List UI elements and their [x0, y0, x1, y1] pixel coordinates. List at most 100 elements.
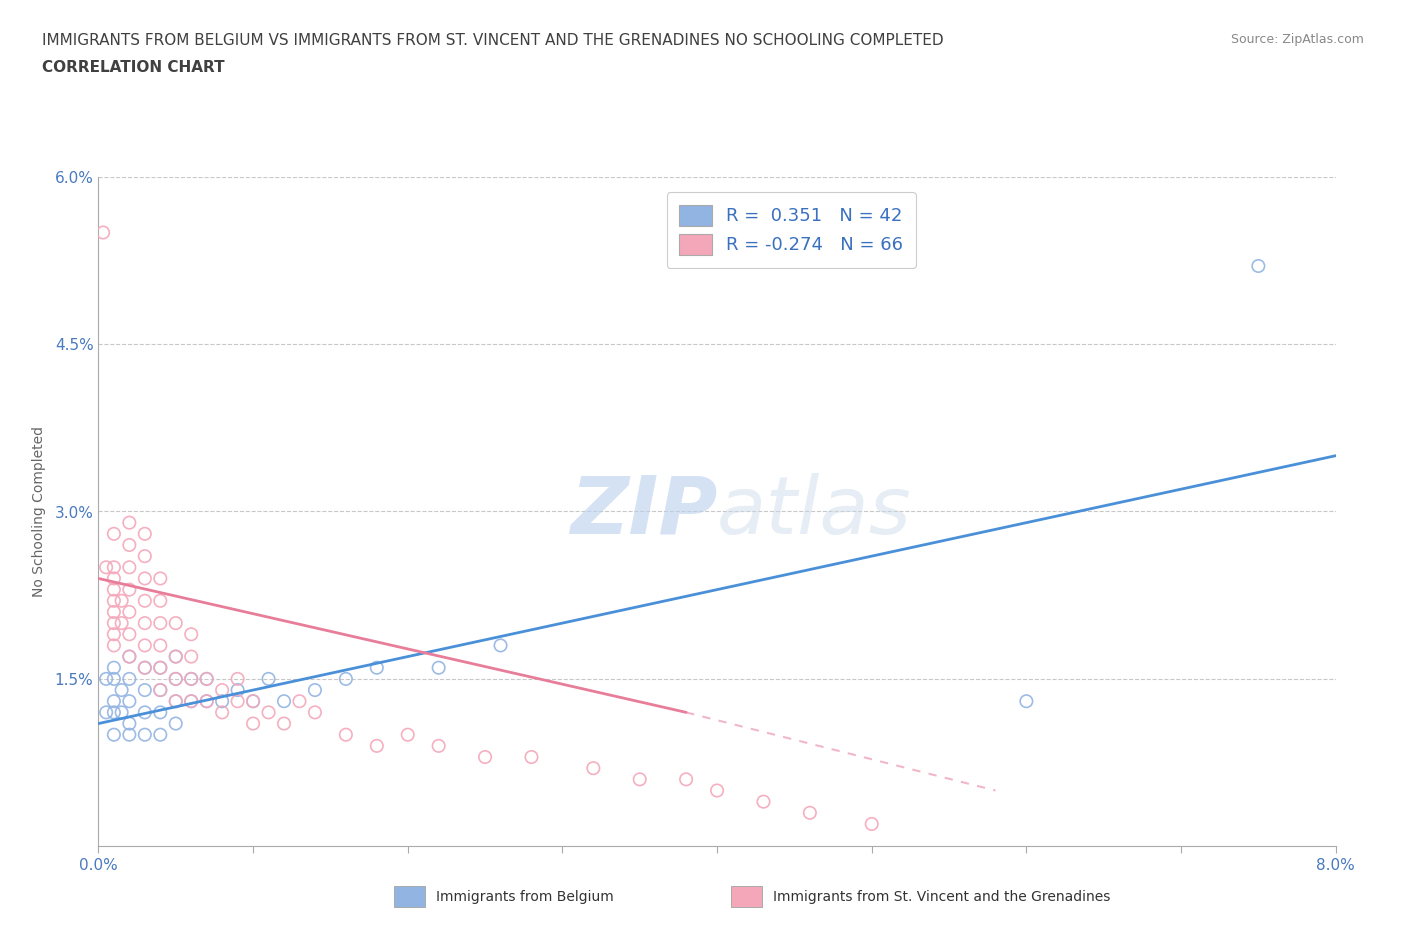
- Point: [628, 772, 651, 787]
- Point: [118, 727, 141, 742]
- Text: Immigrants from Belgium: Immigrants from Belgium: [436, 889, 613, 904]
- Point: [149, 638, 172, 653]
- Point: [396, 727, 419, 742]
- Point: [165, 649, 187, 664]
- Point: [242, 694, 264, 709]
- Point: [103, 593, 125, 608]
- Point: [149, 683, 172, 698]
- Point: [134, 660, 156, 675]
- Point: [134, 616, 156, 631]
- Point: [134, 660, 156, 675]
- Point: [118, 560, 141, 575]
- Point: [118, 649, 141, 664]
- Point: [96, 671, 118, 686]
- Point: [118, 582, 141, 597]
- Point: [118, 716, 141, 731]
- Point: [180, 649, 202, 664]
- Point: [335, 671, 357, 686]
- Point: [103, 571, 125, 586]
- Point: [257, 705, 280, 720]
- Point: [520, 750, 543, 764]
- Point: [273, 716, 295, 731]
- Point: [165, 716, 187, 731]
- Text: IMMIGRANTS FROM BELGIUM VS IMMIGRANTS FROM ST. VINCENT AND THE GRENADINES NO SCH: IMMIGRANTS FROM BELGIUM VS IMMIGRANTS FR…: [42, 33, 943, 47]
- Point: [180, 694, 202, 709]
- Point: [706, 783, 728, 798]
- Point: [103, 660, 125, 675]
- Point: [195, 694, 218, 709]
- Point: [149, 660, 172, 675]
- Point: [474, 750, 496, 764]
- Point: [195, 671, 218, 686]
- Point: [242, 694, 264, 709]
- Point: [226, 683, 249, 698]
- Point: [195, 671, 218, 686]
- Point: [103, 727, 125, 742]
- Point: [103, 694, 125, 709]
- Point: [118, 671, 141, 686]
- Point: [111, 593, 132, 608]
- Legend: R =  0.351   N = 42, R = -0.274   N = 66: R = 0.351 N = 42, R = -0.274 N = 66: [666, 193, 915, 268]
- Point: [118, 515, 141, 530]
- Point: [91, 225, 114, 240]
- Point: [165, 649, 187, 664]
- Point: [111, 705, 132, 720]
- Point: [134, 571, 156, 586]
- Point: [103, 582, 125, 597]
- Point: [752, 794, 775, 809]
- Text: Immigrants from St. Vincent and the Grenadines: Immigrants from St. Vincent and the Gren…: [773, 889, 1111, 904]
- Point: [242, 716, 264, 731]
- Point: [1247, 259, 1270, 273]
- Text: CORRELATION CHART: CORRELATION CHART: [42, 60, 225, 75]
- Point: [118, 694, 141, 709]
- Text: Source: ZipAtlas.com: Source: ZipAtlas.com: [1230, 33, 1364, 46]
- Point: [165, 671, 187, 686]
- Point: [149, 660, 172, 675]
- Point: [799, 805, 821, 820]
- Point: [211, 683, 233, 698]
- Point: [180, 694, 202, 709]
- Point: [165, 694, 187, 709]
- Point: [180, 627, 202, 642]
- Point: [489, 638, 512, 653]
- Point: [118, 649, 141, 664]
- Point: [257, 671, 280, 686]
- Point: [149, 593, 172, 608]
- Point: [96, 560, 118, 575]
- Point: [366, 660, 388, 675]
- Point: [165, 694, 187, 709]
- Text: ZIP: ZIP: [569, 472, 717, 551]
- Point: [149, 727, 172, 742]
- Point: [180, 671, 202, 686]
- Point: [149, 571, 172, 586]
- Point: [273, 694, 295, 709]
- Point: [134, 705, 156, 720]
- Point: [165, 671, 187, 686]
- Point: [134, 549, 156, 564]
- Point: [103, 671, 125, 686]
- Point: [103, 560, 125, 575]
- Point: [288, 694, 311, 709]
- Point: [226, 671, 249, 686]
- Point: [111, 616, 132, 631]
- Point: [304, 705, 326, 720]
- Point: [103, 705, 125, 720]
- Point: [195, 694, 218, 709]
- Point: [211, 705, 233, 720]
- Point: [149, 683, 172, 698]
- Point: [304, 683, 326, 698]
- Point: [111, 683, 132, 698]
- Point: [211, 694, 233, 709]
- Point: [134, 683, 156, 698]
- Point: [118, 604, 141, 619]
- Point: [96, 705, 118, 720]
- Point: [860, 817, 883, 831]
- Point: [427, 660, 450, 675]
- Point: [366, 738, 388, 753]
- Point: [103, 604, 125, 619]
- Point: [134, 727, 156, 742]
- Point: [103, 638, 125, 653]
- Point: [180, 671, 202, 686]
- Point: [582, 761, 605, 776]
- Point: [103, 627, 125, 642]
